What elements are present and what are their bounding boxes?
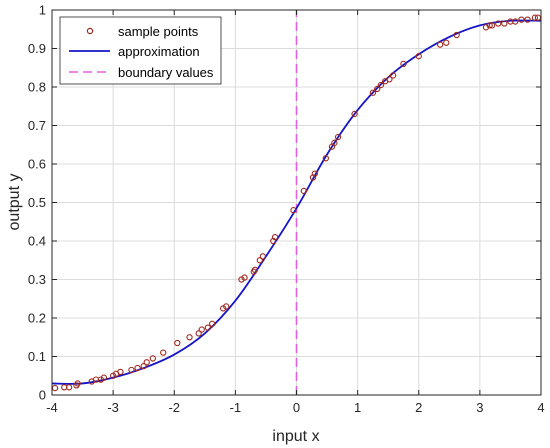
x-tick-label: -1 [230,400,242,415]
sample-point [251,266,259,274]
sample-point [389,72,397,79]
sample-point [271,233,279,241]
sample-point [74,380,81,387]
y-axis-label: output y [6,174,23,231]
sample-point [501,20,508,27]
sample-point [531,14,539,21]
sample-point [512,18,519,25]
legend-label-sample-points: sample points [118,24,199,39]
x-tick-label: 1 [354,400,361,415]
sample-point [443,39,450,46]
sample-point [241,274,248,281]
sample-point [223,303,230,310]
sample-point [351,110,358,118]
tick-marks [51,9,542,396]
y-tick-label: 0 [39,388,46,403]
x-tick-label: 2 [415,400,422,415]
sample-point [160,349,167,356]
series-layer [51,10,542,395]
sample-point [486,22,493,29]
sample-point [290,207,297,214]
sample-point [518,16,525,23]
sample-point [208,320,216,327]
sample-point [174,339,181,347]
x-tick-label: 4 [537,400,544,415]
sample-point [311,170,318,177]
y-tick-label: 0.6 [28,157,46,172]
x-tick-label: 0 [293,400,300,415]
sample-point [140,362,147,370]
y-tick-label: 0.5 [28,195,46,210]
sample-point [453,31,460,39]
x-tick-label: 3 [476,400,483,415]
legend-label-boundary-values: boundary values [118,65,214,80]
sample-point [488,22,496,29]
y-tick-label: 0.1 [28,349,46,364]
sample-point [195,330,202,337]
y-tick-label: 1 [39,3,46,18]
x-tick-label: -2 [168,400,180,415]
sample-point [436,41,444,48]
sample-point [331,139,338,146]
sample-point [524,16,531,23]
sample-point [415,53,422,60]
sample-point [256,257,263,264]
x-axis-label: input x [272,428,319,445]
sample-point [300,187,307,195]
y-tick-label: 0.2 [28,311,46,326]
sample-point [386,76,393,83]
sample-point [374,85,381,93]
sample-point [495,20,502,27]
sample-point [322,155,329,162]
y-tick-label: 0.8 [28,80,46,95]
y-tick-label: 0.4 [28,234,46,249]
sample-point [134,364,141,372]
tick-labels: -4 -3 -2 -1 0 1 2 3 4 0 0.1 0.2 0.3 0.4 0.5 0.6 0.7 0.8 0.… [28,3,545,416]
x-tick-label: -4 [46,400,58,415]
y-tick-label: 0.7 [28,118,46,133]
sample-point [400,60,407,68]
sample-point [369,89,377,96]
y-tick-label: 0.3 [28,272,46,287]
legend: sample points approximation boundary val… [59,16,222,85]
sample-point [204,324,212,331]
sample-point [128,366,135,374]
legend-label-approximation: approximation [118,44,200,59]
sample-point [65,384,73,391]
sample-point [143,359,150,366]
sample-point [100,374,108,381]
sample-point [334,133,342,141]
sample-point [259,253,267,260]
x-tick-label: -3 [107,400,119,415]
sample-point [198,326,205,333]
sample-point [377,81,385,89]
legend-marker-sample-points [86,27,94,35]
sample-point [117,368,124,376]
sample-point [186,334,193,341]
y-tick-label: 0.9 [28,41,46,56]
sample-point [149,355,157,362]
